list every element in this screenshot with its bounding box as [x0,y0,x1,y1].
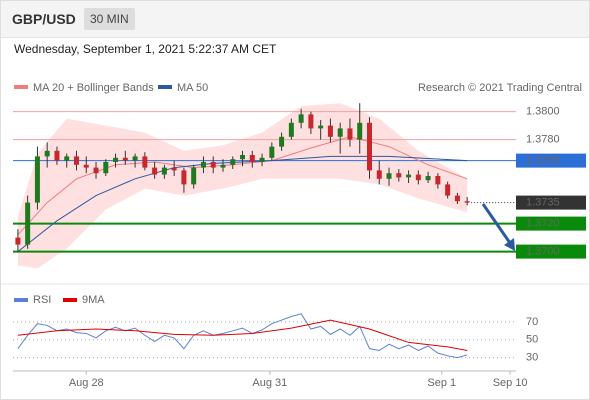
datetime: Wednesday, September 1, 2021 5:22:37 AM … [14,42,277,56]
candle-body [298,114,304,123]
candle-body [454,195,460,202]
legend-swatch [158,85,172,89]
candle-body [83,164,89,168]
level-label: 1.3765 [526,155,560,167]
candle-body [366,122,372,171]
candle-body [191,167,197,185]
candle-body [327,125,333,137]
candle-body [230,159,236,165]
candle-body [132,156,138,161]
line-series [17,313,468,359]
candle-body [288,122,294,137]
candle-body [93,167,99,174]
candle-body [337,128,343,137]
x-tick-label: Aug 31 [252,377,287,389]
timeframe[interactable]: 30 MIN [84,8,135,30]
candle-body [425,176,431,181]
legend-label: MA 50 [177,82,208,94]
candle-body [54,150,60,161]
legend-swatch [14,85,28,89]
legend-label: RSI [33,294,51,306]
candle-body [318,125,324,129]
candle-body [122,157,128,161]
candle-body [259,157,265,162]
level-box [516,195,586,210]
level-box [516,244,586,259]
candle-body [113,157,119,162]
header: GBP/USD 30 MIN [1,1,589,38]
x-tick-label: Sep 10 [493,377,528,389]
level-label: 1.3780 [526,134,560,146]
candle-body [376,170,382,179]
line-series [17,319,468,351]
candle-body [200,162,206,168]
candle-body [181,170,187,185]
candle-body [161,167,167,175]
level-label: 1.3720 [526,218,560,230]
x-tick-label: Sep 1 [427,377,456,389]
candle-body [15,237,21,245]
y-tick-label: 70 [526,316,538,328]
candle-body [44,150,50,157]
candle-body [220,164,226,168]
candle-body [308,114,314,129]
symbol: GBP/USD [12,11,76,27]
level-box [516,153,586,168]
level-label: 1.3700 [526,246,560,258]
candle-body [464,201,470,203]
forecast-arrow [481,203,512,244]
candle-body [73,156,79,165]
candle-body [357,122,363,140]
y-tick-label: 30 [526,352,538,364]
candle-body [210,162,216,168]
candle-body [171,167,177,171]
candle-body [249,155,255,162]
forecast-arrowhead [504,238,515,251]
candle-body [142,156,148,168]
candle-body [279,136,285,147]
candle-body [25,202,31,245]
candle-body [386,173,392,179]
candle-body [347,128,353,140]
legend-swatch [14,298,28,302]
candle-body [64,156,70,161]
candle-body [240,155,246,160]
candle-body [435,176,441,185]
legend-swatch [63,298,77,302]
candle-body [269,146,275,158]
candle-body [152,167,158,175]
candle-body [34,156,40,203]
candle-body [445,184,451,196]
y-tick-label: 50 [526,334,538,346]
candle-body [415,174,421,181]
legend-label: 9MA [82,294,105,306]
bollinger-band [17,103,468,269]
credit: Research © 2021 Trading Central [418,82,582,94]
x-tick-label: Aug 28 [69,377,104,389]
level-label: 1.3800 [526,106,560,118]
legend-label: MA 20 + Bollinger Bands [33,82,154,94]
level-label: 1.3735 [526,197,560,209]
level-box [516,216,586,231]
candle-body [406,174,412,178]
candle-body [396,173,402,178]
candle-body [103,162,109,174]
